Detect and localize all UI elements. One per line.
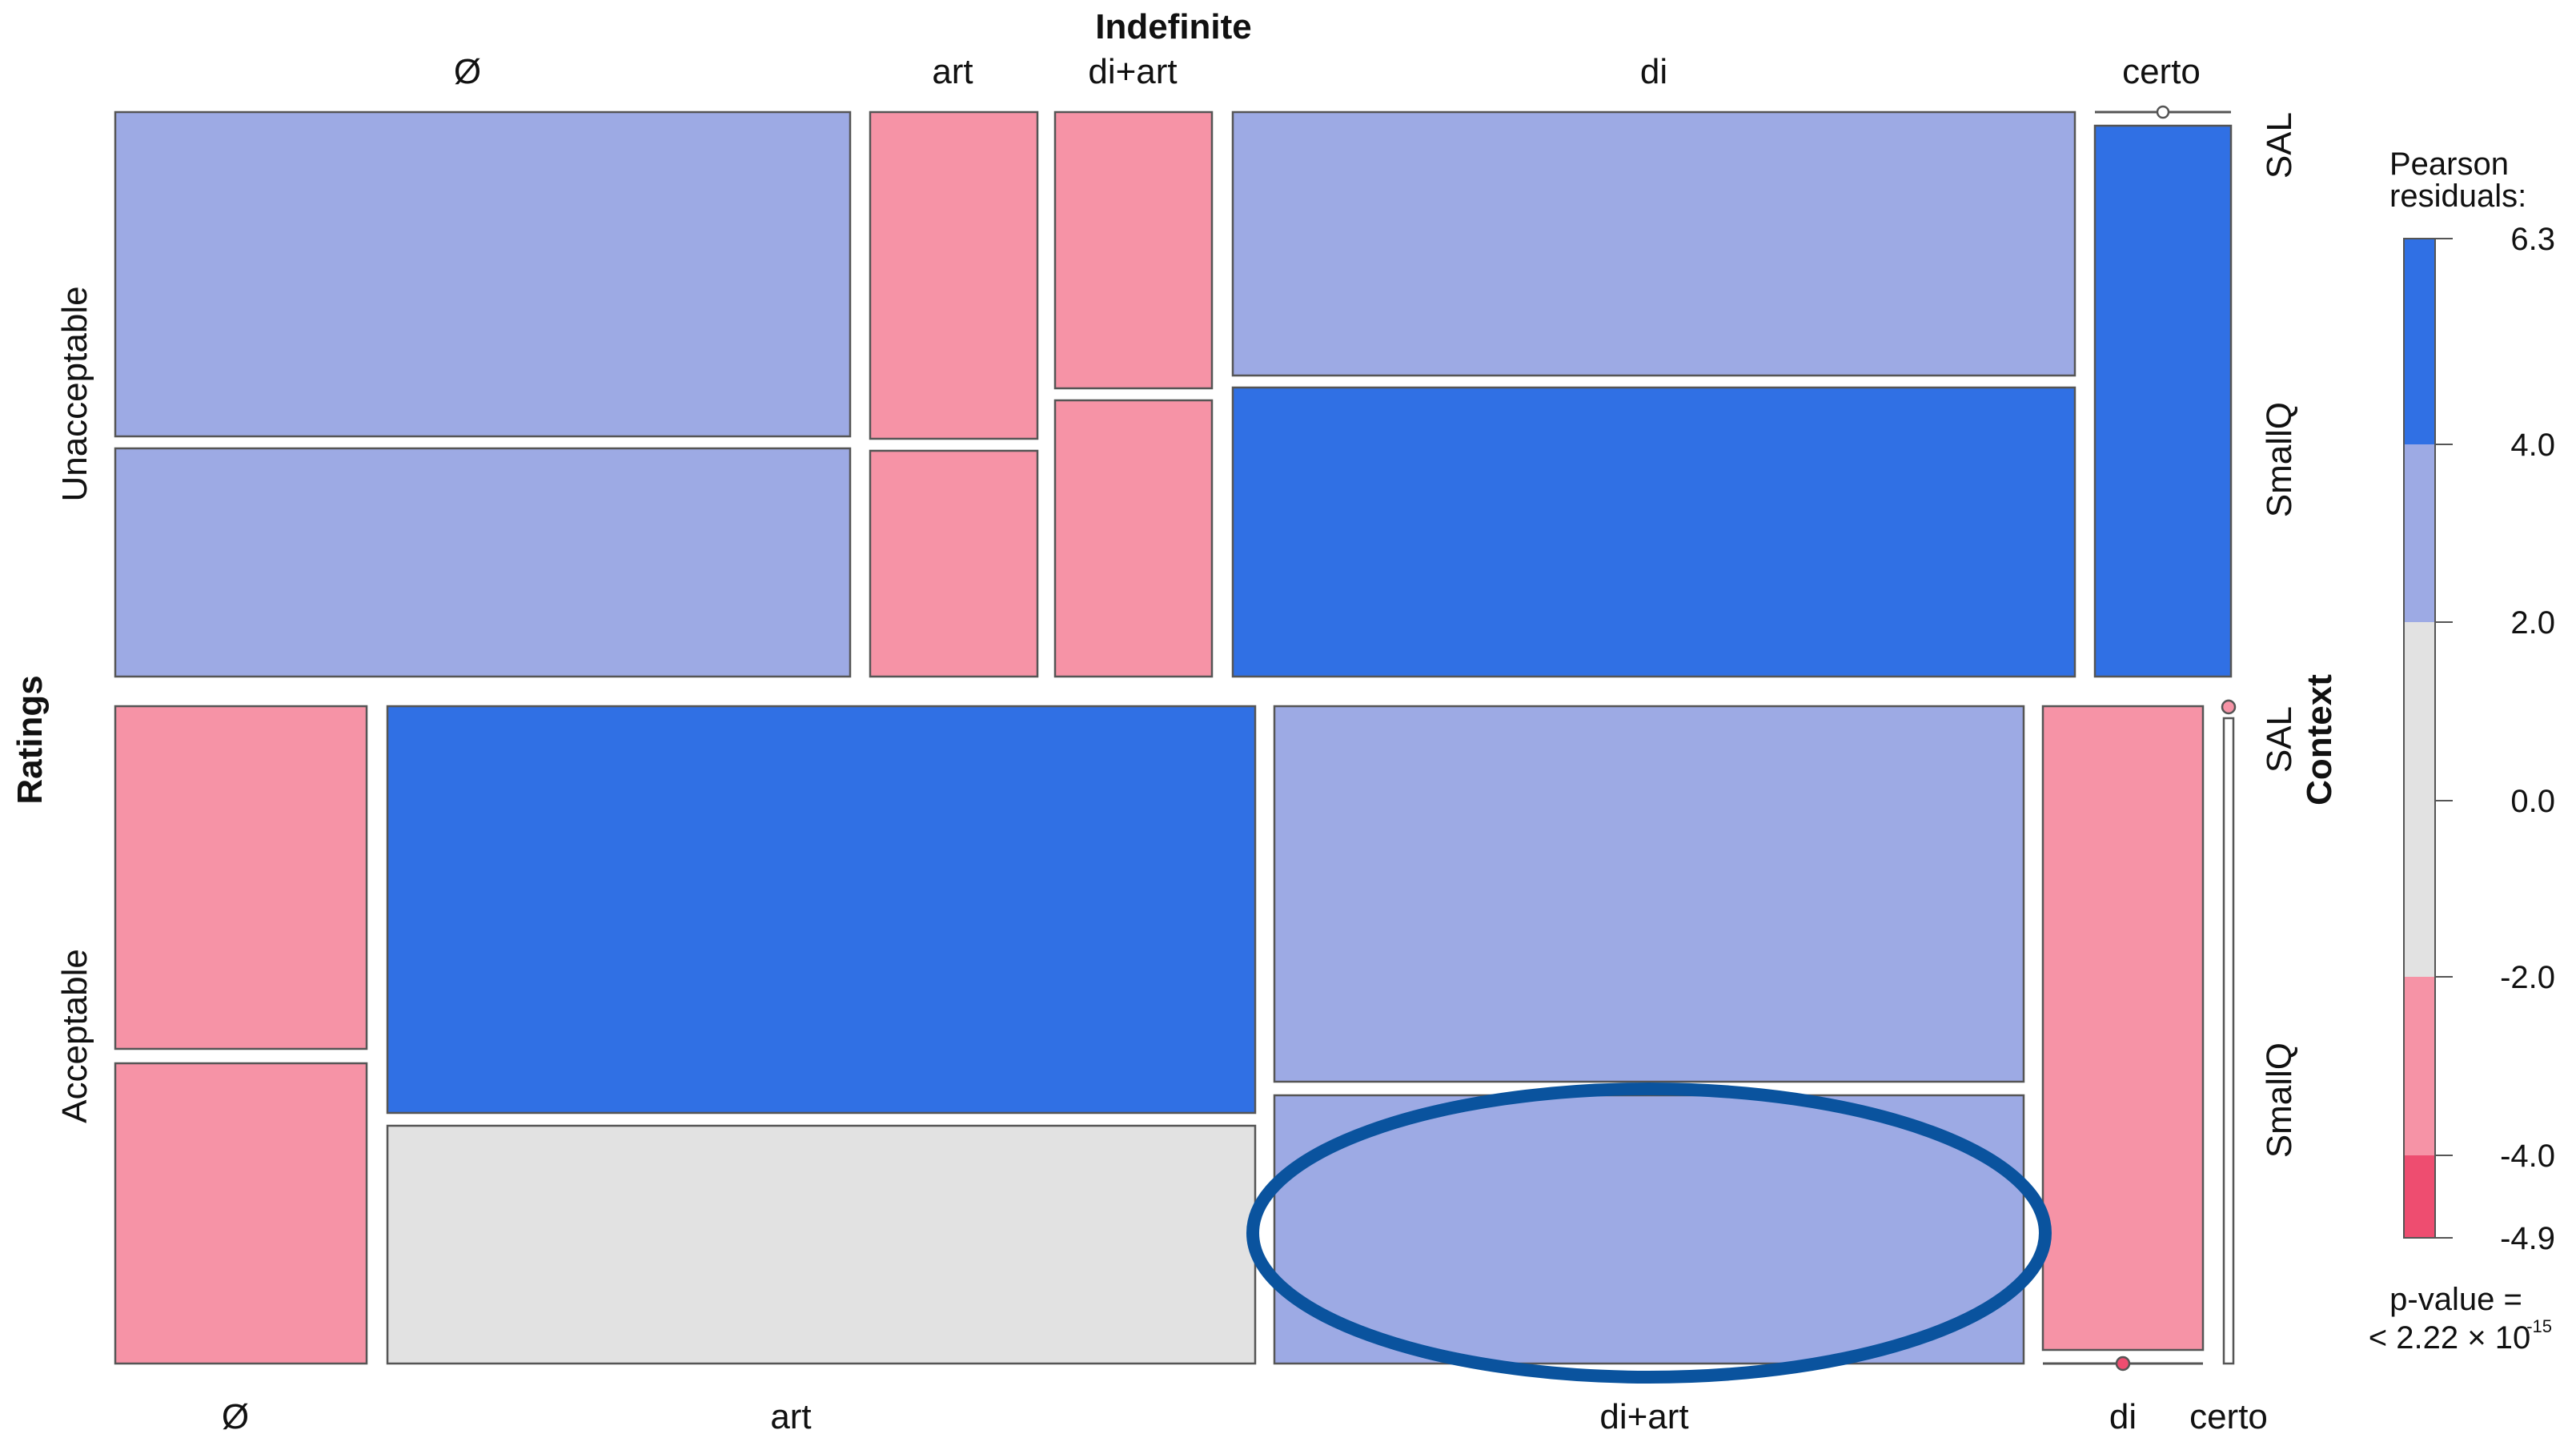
cell-unacceptable-di+art-smallq (1053, 399, 1214, 678)
cell-unacceptable-null-smallq (114, 447, 852, 678)
p-value-exponent: -15 (2526, 1316, 2552, 1336)
cell-acceptable-di+art-sal (1273, 705, 2025, 1083)
highlight-layer (1246, 1082, 2052, 1384)
cell-unacceptable-null-sal (114, 110, 852, 438)
mosaic-cells (114, 105, 2237, 1372)
cell-acceptable-art-sal (386, 705, 1257, 1115)
legend-tick-label: 0.0 (2510, 784, 2555, 819)
legend-tick-label: 4.0 (2510, 428, 2555, 463)
column-label: di+art (1088, 52, 1177, 91)
legend-bar-outline (2403, 238, 2436, 1239)
p-value-line2: < 2.22 × 10 (2369, 1320, 2530, 1356)
p-value-line1: p-value = (2389, 1282, 2522, 1317)
cell-acceptable-null-sal (114, 705, 368, 1050)
row-label: Unacceptable (55, 286, 94, 501)
legend-band (2404, 239, 2435, 444)
cell-acceptable-certo-sal (2221, 699, 2237, 715)
legend-tick-label: -4.0 (2500, 1139, 2555, 1174)
column-label: certo (2189, 1397, 2268, 1436)
column-label: Ø (222, 1397, 249, 1436)
row-variable-label: Ratings (10, 675, 50, 804)
column-label: certo (2122, 52, 2201, 91)
legend-tick-label: -2.0 (2500, 960, 2555, 995)
column-label: art (932, 52, 973, 91)
cell-unacceptable-art-smallq (869, 449, 1039, 678)
cell-unacceptable-certo-smallq (2093, 124, 2233, 678)
cell-unacceptable-di+art-sal (1053, 110, 1214, 390)
column-label: di+art (1599, 1397, 1688, 1436)
legend-band (2404, 444, 2435, 622)
cell-acceptable-null-smallq (114, 1062, 368, 1365)
cell-unacceptable-di-sal (1231, 110, 2076, 377)
highlight-ellipse (1246, 1082, 2052, 1384)
context-label: SAL (2260, 706, 2299, 773)
legend-title-line1: Pearson (2389, 147, 2509, 182)
chart-title: Indefinite (1095, 7, 1252, 46)
empty-cell-marker (2115, 1356, 2131, 1372)
column-label: di (1640, 52, 1667, 91)
cell-acceptable-di-sal (2041, 705, 2205, 1352)
context-label: SAL (2260, 112, 2299, 179)
cell-acceptable-art-smallq (386, 1124, 1257, 1365)
legend-band (2404, 622, 2435, 977)
legend-tick-label: 2.0 (2510, 605, 2555, 641)
legend-tick-label: -4.9 (2500, 1221, 2555, 1256)
cell-unacceptable-certo-sal (2095, 105, 2231, 119)
legend-band (2404, 977, 2435, 1155)
legend-tick-label: 6.3 (2510, 222, 2555, 257)
cell-unacceptable-art-sal (869, 110, 1039, 440)
cell-unacceptable-di-smallq (1231, 386, 2076, 678)
split-variable-label: Context (2300, 674, 2339, 805)
cell-acceptable-certo-smallq (2222, 717, 2235, 1365)
column-label: art (770, 1397, 811, 1436)
legend-band (2404, 1155, 2435, 1238)
context-label: SmallQ (2260, 1042, 2299, 1158)
cell-acceptable-di+art-smallq (1273, 1094, 2025, 1365)
row-label: Acceptable (55, 949, 94, 1123)
column-label: di (2109, 1397, 2137, 1436)
context-label: SmallQ (2260, 402, 2299, 517)
column-label: Ø (454, 52, 481, 91)
legend-title-line2: residuals: (2389, 179, 2526, 214)
